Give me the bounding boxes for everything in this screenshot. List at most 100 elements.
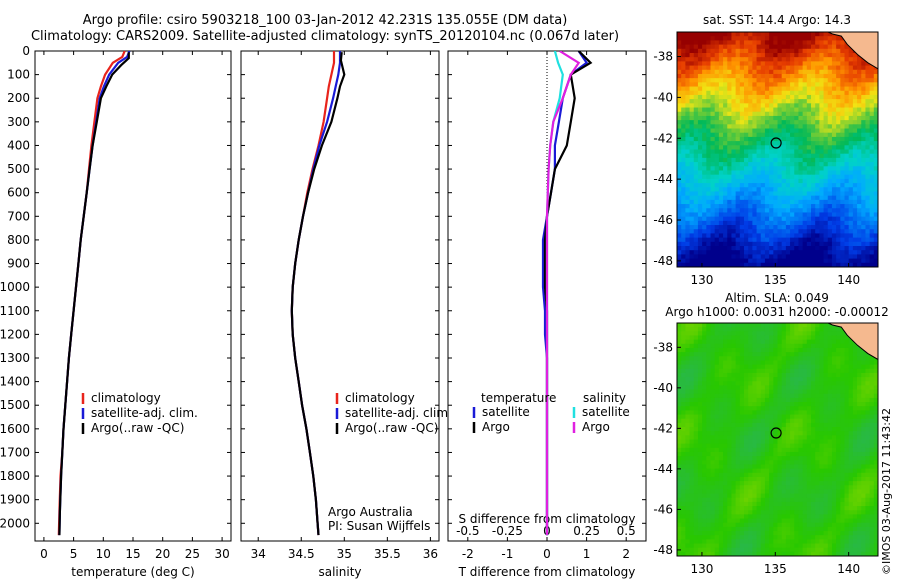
sla-cell (831, 347, 837, 353)
sst-cell (689, 82, 695, 88)
sst-cell (857, 166, 862, 172)
sst-cell (781, 204, 787, 209)
sst-cell (785, 78, 791, 83)
sla-cell (723, 327, 728, 332)
sst-cell (706, 94, 712, 100)
sst-cell (706, 99, 712, 104)
sst-cell (865, 241, 871, 247)
sla-cell (840, 410, 846, 416)
sst-cell (760, 40, 766, 46)
sst-cell (714, 78, 720, 83)
sla-cell (739, 447, 745, 453)
sla-cell (739, 418, 745, 424)
sst-cell (693, 86, 699, 92)
sla-cell (806, 343, 812, 349)
sla-cell (756, 456, 762, 461)
sst-cell (781, 246, 787, 251)
sst-cell (697, 61, 703, 67)
sst-cell (714, 73, 720, 79)
sst-cell (827, 199, 833, 205)
sla-cell (857, 493, 862, 499)
sla-cell (769, 339, 774, 345)
sst-cell (831, 174, 837, 180)
sst-cell (819, 120, 825, 125)
sst-cell (769, 191, 774, 197)
sst-cell (744, 204, 749, 209)
sla-cell (706, 489, 712, 495)
sst-cell (823, 233, 829, 239)
sst-cell (811, 254, 816, 260)
sst-cell (819, 212, 825, 218)
sst-cell (752, 258, 758, 264)
sst-cell (710, 40, 716, 46)
sst-cell (798, 170, 804, 176)
sst-cell (764, 162, 770, 167)
sla-cell (677, 356, 682, 362)
sst-cell (819, 149, 825, 155)
sst-cell (689, 132, 695, 138)
sla-cell (731, 327, 737, 332)
sla-cell (840, 377, 846, 382)
sst-cell (798, 254, 804, 260)
sst-cell (764, 128, 770, 134)
sst-cell (781, 199, 787, 205)
sst-cell (685, 115, 691, 121)
sst-cell (735, 262, 741, 267)
sst-cell (739, 120, 745, 125)
sla-cell (852, 422, 858, 428)
sst-cell (831, 195, 837, 201)
sst-cell (731, 233, 737, 239)
sst-cell (689, 107, 695, 113)
sst-cell (764, 225, 770, 230)
sla-cell (819, 472, 825, 478)
sst-cell (861, 69, 867, 75)
sst-cell (710, 199, 716, 205)
sla-cell (819, 327, 825, 332)
sst-cell (865, 120, 871, 125)
sst-cell (790, 73, 795, 79)
sla-cell (861, 472, 867, 478)
sst-cell (869, 254, 875, 260)
sla-cell (677, 364, 682, 370)
sst-cell (710, 124, 716, 130)
sst-cell (785, 111, 791, 117)
sst-cell (823, 36, 829, 41)
sst-cell (752, 115, 758, 121)
sst-cell (852, 94, 858, 100)
map-y-tick-label: -46 (653, 213, 673, 227)
sla-cell (857, 389, 862, 395)
sst-cell (836, 65, 841, 71)
sst-cell (840, 78, 846, 83)
sst-cell (735, 195, 741, 201)
sst-cell (681, 32, 686, 37)
sla-cell (693, 368, 699, 374)
sst-cell (752, 157, 758, 163)
sst-cell (827, 40, 833, 46)
sla-cell (710, 352, 716, 357)
sst-cell (798, 212, 804, 218)
sla-cell (827, 406, 833, 411)
sst-cell (681, 48, 686, 54)
sst-cell (777, 220, 783, 226)
sst-cell (798, 166, 804, 172)
sla-cell (811, 481, 816, 486)
salinity-legend-label: climatology (345, 391, 415, 405)
sst-cell (865, 254, 871, 260)
sst-cell (756, 44, 762, 50)
sst-cell (811, 48, 816, 54)
sst-cell (718, 48, 724, 54)
sla-cell (735, 439, 741, 445)
sla-cell (823, 368, 829, 374)
sla-cell (823, 464, 829, 470)
sla-cell (735, 393, 741, 399)
sla-cell (706, 343, 712, 349)
sst-cell (731, 124, 737, 130)
sst-cell (831, 40, 837, 46)
sst-cell (785, 94, 791, 100)
sst-cell (869, 78, 875, 83)
sst-cell (748, 204, 753, 209)
sst-cell (873, 262, 878, 267)
sla-cell (693, 481, 699, 486)
sla-cell (702, 439, 707, 445)
sst-cell (790, 124, 795, 130)
